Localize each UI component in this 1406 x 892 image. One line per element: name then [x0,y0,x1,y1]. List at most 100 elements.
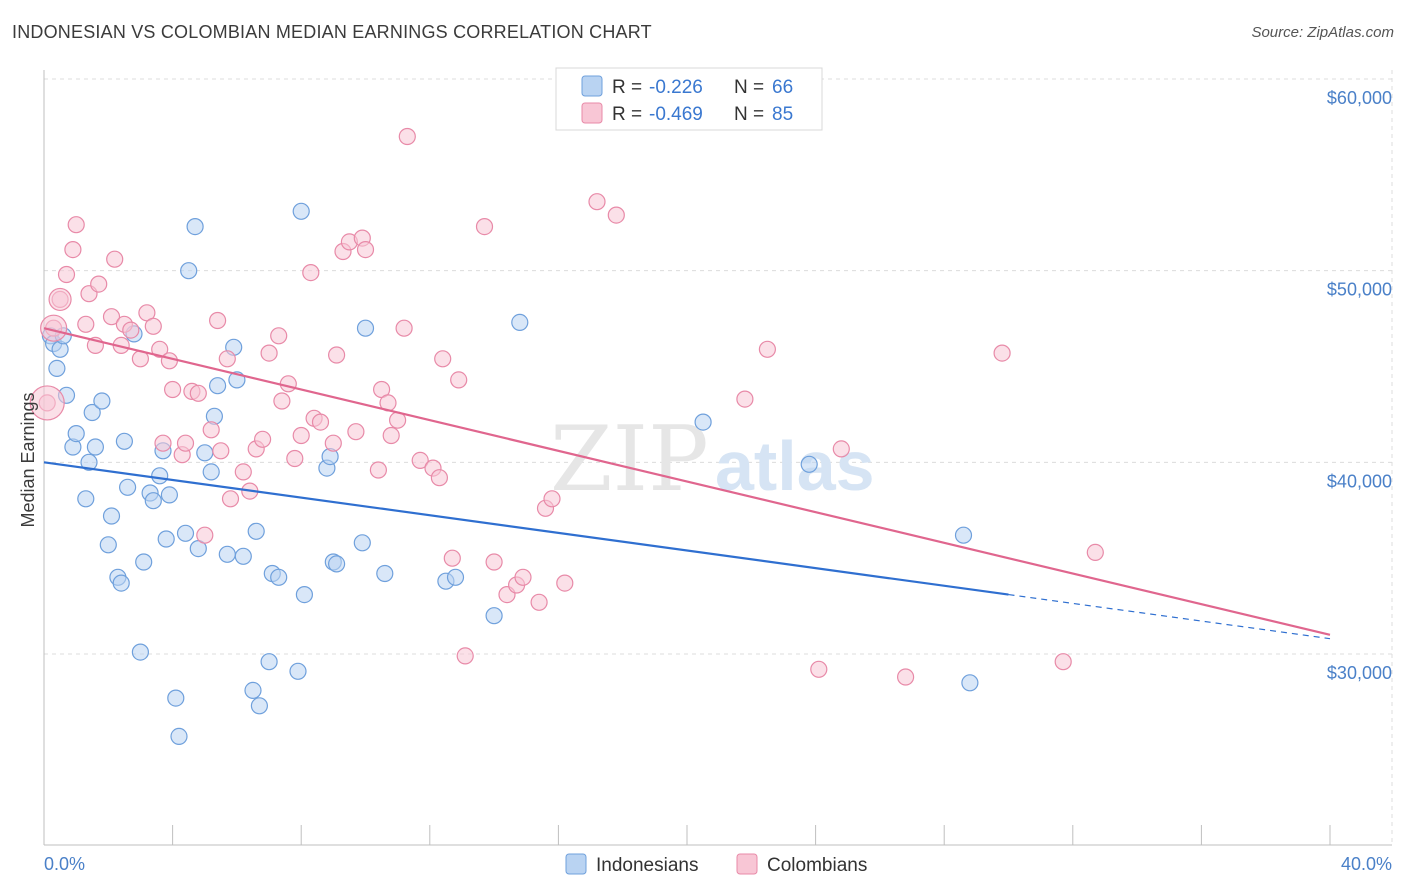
indonesian-point [247,522,265,540]
colombian-point [356,241,375,259]
colombian-point [77,315,95,333]
indonesian-trend-extension [1008,593,1331,640]
colombian-point [57,265,76,284]
colombian-point [270,327,288,345]
colombian-point [475,218,494,236]
colombian-point [832,440,850,458]
indonesian-point [485,607,503,625]
colombian-point [160,352,178,370]
legend-n-label-1: N = [734,77,764,98]
indonesian-point [167,689,185,707]
indonesian-point [186,218,204,236]
indonesian-point [118,478,137,496]
colombian-point [398,127,416,146]
indonesian-point [800,455,818,473]
indonesian-point [93,392,111,410]
colombian-trend-line [43,327,1331,636]
legend-n-label-2: N = [734,104,764,125]
indonesian-point [218,545,236,563]
colombian-point [29,385,65,421]
colombian-point [212,442,230,460]
trend-lines [43,327,1331,640]
colombian-point [311,413,330,431]
indonesian-point [80,453,98,471]
indonesian-point [99,536,117,554]
colombian-point [64,241,82,259]
indonesian-point [356,319,375,337]
x-tick-min: 0.0% [44,854,85,874]
colombian-point [514,568,532,586]
indonesian-point [77,490,95,508]
colombian-point [993,344,1011,362]
colombian-point [209,311,227,330]
colombian-point [106,250,124,268]
gridlines [44,70,1393,845]
colombian-point [273,392,291,410]
colombian-point [328,346,346,364]
legend-r-value-2: -0.469 [649,104,703,125]
indonesian-point [234,547,252,565]
indonesian-point [260,653,278,671]
legend-n-value-1: 66 [772,77,793,98]
indonesian-point [244,681,262,700]
indonesian-point [48,359,66,377]
indonesian-point [961,674,979,692]
colombian-point [302,264,320,282]
colombian-point [90,275,108,293]
colombian-point [543,490,561,508]
indonesian-point [289,662,307,680]
colombian-point [218,350,236,368]
colombian-point [758,340,777,358]
legend-n-value-2: 85 [772,104,793,125]
indonesian-point [176,524,195,542]
colombian-point [254,430,272,448]
indonesian-point [102,507,121,525]
source-label: Source: ZipAtlas.com [1251,24,1394,41]
colombian-point [221,490,240,508]
indonesian-point [131,643,149,661]
colombian-point [202,421,220,439]
indonesian-point [353,534,371,552]
colombian-point [324,434,342,452]
x-tick-max: 40.0% [1341,854,1392,874]
colombian-point [260,344,278,362]
y-tick-label: $30,000 [1327,663,1392,683]
colombian-point [67,216,85,234]
indonesian-point [160,486,178,504]
colombian-point [450,371,468,389]
colombian-point [736,390,754,408]
colombian-point [279,375,297,393]
colombian-point [430,469,448,487]
data-points [29,127,1104,746]
colombian-point [154,434,172,452]
colombian-point [347,423,365,441]
indonesian-point [250,697,268,715]
indonesian-point [511,313,529,331]
colombian-point [369,461,387,479]
indonesian-point [202,463,220,481]
y-tick-label: $60,000 [1327,88,1392,108]
colombian-point [1086,543,1104,562]
colombian-point [102,308,121,326]
watermark-zip: ZIP [550,407,709,512]
colombian-point [382,426,400,445]
indonesian-point [86,438,105,456]
colombian-point [434,350,452,368]
indonesian-point [67,425,85,443]
indonesian-point [151,467,169,485]
indonesian-point [180,262,198,280]
colombian-point [395,319,413,337]
indonesian-point [209,377,227,395]
indonesian-point [196,444,214,462]
indonesian-point [295,585,313,604]
bottom-legend-colombians: Colombians [767,855,867,876]
bottom-legend-indonesians: Indonesians [596,855,698,876]
colombian-point [292,426,310,445]
indonesian-trend-line [43,461,1009,596]
colombian-point [164,380,182,399]
indonesian-point [446,568,465,586]
colombian-point [810,660,828,678]
legend-r-value-1: -0.226 [649,77,703,98]
indonesian-point [115,432,134,450]
